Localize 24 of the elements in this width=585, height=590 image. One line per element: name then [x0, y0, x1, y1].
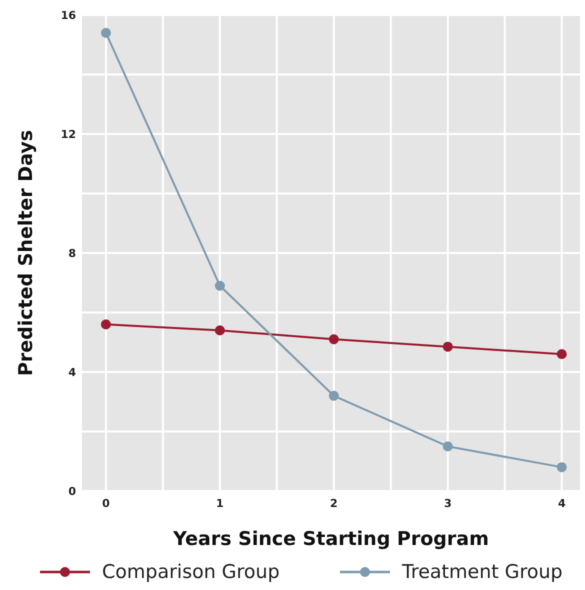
legend-label: Comparison Group	[102, 561, 280, 583]
legend-label: Treatment Group	[401, 561, 563, 583]
point	[328, 390, 339, 401]
y-tick-label: 16	[60, 9, 76, 22]
point	[556, 462, 567, 472]
point	[214, 325, 225, 336]
x-tick-label: 0	[102, 497, 110, 510]
point	[100, 319, 111, 330]
y-tick-label: 12	[60, 128, 76, 141]
y-tick-label: 4	[68, 366, 76, 379]
x-axis-title: Years Since Starting Program	[172, 528, 489, 550]
x-tick-label: 3	[444, 497, 452, 510]
point	[442, 441, 453, 452]
point	[328, 334, 339, 344]
y-tick-label: 0	[68, 485, 76, 498]
point	[556, 349, 567, 360]
x-tick-label: 1	[216, 497, 224, 510]
y-tick-label: 8	[68, 247, 76, 260]
point	[100, 28, 111, 38]
x-tick-label: 2	[330, 497, 338, 510]
point	[442, 342, 453, 352]
y-axis-title: Predicted Shelter Days	[15, 130, 37, 376]
point	[214, 280, 225, 291]
x-tick-label: 4	[558, 497, 566, 510]
